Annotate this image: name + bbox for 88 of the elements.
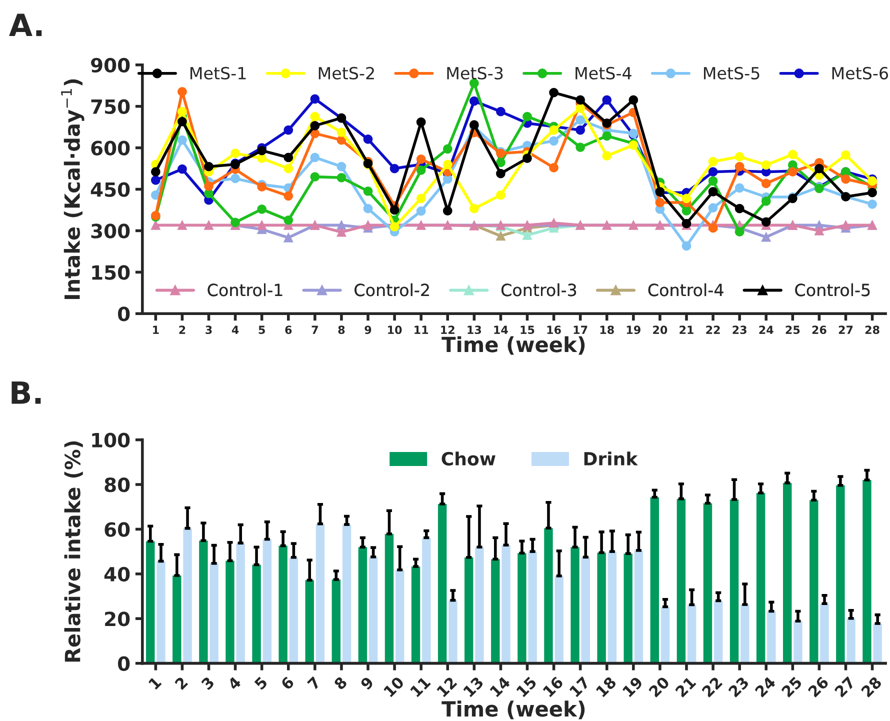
x-tick-label: 2 — [174, 676, 188, 690]
x-tick-label: 2 — [179, 326, 186, 334]
legend-label: MetS-3 — [447, 66, 503, 80]
x-tick-label: 22 — [701, 676, 723, 698]
x-tick-label: 26 — [808, 676, 830, 698]
x-tick-label: 13 — [462, 676, 484, 698]
x-tick-label: 6 — [280, 676, 295, 690]
x-tick-label: 15 — [520, 326, 534, 334]
y-tick-label: 450 — [90, 182, 130, 197]
x-tick-label: 25 — [780, 676, 803, 698]
x-tick-label: 20 — [648, 676, 670, 698]
legend-label: Drink — [584, 452, 638, 466]
x-tick-label: 4 — [232, 326, 239, 334]
x-tick-label: 12 — [436, 676, 458, 698]
text: B. — [12, 381, 41, 404]
x-tick-label: 1 — [148, 676, 162, 690]
y-tick-label: 0 — [118, 306, 130, 322]
x-tick-label: 23 — [732, 326, 746, 334]
x-tick-label: 11 — [410, 676, 431, 698]
x-tick-label: 26 — [812, 326, 826, 334]
legend-label: MetS-5 — [704, 66, 760, 80]
x-tick-label: 14 — [490, 676, 511, 698]
x-tick-label: 17 — [574, 326, 588, 334]
x-tick-label: 1 — [153, 326, 159, 334]
x-tick-label: 19 — [626, 326, 640, 334]
y-tick-label: 80 — [104, 477, 130, 492]
x-tick-label: 24 — [759, 326, 774, 334]
x-tick-label: 9 — [360, 676, 374, 690]
x-tick-label: 8 — [338, 326, 345, 334]
x-tick-label: 17 — [569, 676, 590, 698]
x-tick-label: 23 — [728, 676, 750, 698]
x-axis-title: Time (week) — [442, 336, 585, 355]
legend-label: Control-1 — [208, 283, 282, 296]
x-tick-label: 25 — [786, 326, 800, 334]
legend-label: Control-2 — [354, 283, 429, 296]
x-tick-label: 8 — [333, 676, 348, 690]
x-tick-label: 13 — [468, 326, 482, 334]
x-tick-label: 27 — [834, 676, 856, 698]
x-tick-label: 16 — [547, 326, 561, 334]
x-tick-label: 16 — [542, 676, 564, 698]
legend-label: Control-3 — [501, 283, 576, 296]
x-tick-label: 6 — [285, 326, 292, 334]
y-tick-label: 40 — [104, 566, 130, 582]
x-tick-label: 14 — [494, 326, 508, 334]
x-tick-label: 19 — [622, 676, 644, 698]
x-tick-label: 11 — [414, 326, 428, 334]
x-tick-label: 3 — [200, 676, 215, 690]
x-tick-label: 4 — [227, 676, 242, 690]
y-axis-title: Intake (Kcal·day$^{−1}$) — [61, 79, 84, 300]
x-tick-label: 24 — [754, 676, 776, 698]
x-tick-label: 10 — [383, 676, 405, 698]
legend-label: MetS-6 — [832, 66, 888, 80]
y-tick-label: 300 — [91, 224, 130, 238]
x-tick-label: 7 — [312, 326, 318, 334]
x-tick-label: 21 — [674, 676, 696, 698]
y-tick-label: 20 — [105, 612, 130, 626]
legend-label: MetS-2 — [318, 66, 374, 80]
legend-label: MetS-4 — [576, 66, 632, 80]
y-tick-label: 100 — [92, 432, 130, 448]
y-tick-label: 750 — [91, 99, 130, 114]
x-tick-label: 28 — [865, 326, 880, 334]
legend-label: Control-4 — [648, 283, 724, 296]
x-tick-label: 10 — [388, 326, 402, 334]
x-tick-label: 18 — [596, 676, 617, 698]
x-tick-label: 15 — [516, 676, 538, 698]
y-tick-label: 900 — [91, 58, 130, 73]
x-tick-label: 7 — [306, 676, 321, 690]
x-tick-label: 22 — [706, 326, 720, 334]
x-tick-label: 5 — [254, 676, 268, 690]
legend-label: MetS-1 — [190, 66, 246, 80]
x-tick-label: 21 — [680, 326, 694, 334]
x-tick-label: 27 — [838, 326, 853, 334]
x-tick-label: 9 — [364, 326, 372, 334]
legend-label: Chow — [442, 452, 496, 466]
x-tick-label: 3 — [206, 326, 212, 334]
x-tick-label: 20 — [653, 326, 668, 334]
x-tick-label: 18 — [600, 326, 614, 334]
x-tick-label: 12 — [441, 326, 454, 334]
y-tick-label: 600 — [91, 140, 130, 156]
y-tick-label: 150 — [92, 265, 130, 280]
y-tick-label: 0 — [118, 656, 130, 671]
y-axis-title: Relative intake (%) — [64, 441, 83, 662]
x-tick-label: 5 — [258, 326, 265, 334]
legend-label: Control-5 — [795, 283, 870, 296]
x-axis-title: Time (week) — [442, 700, 585, 720]
x-tick-label: 28 — [860, 676, 882, 698]
text: A. — [9, 14, 42, 36]
y-tick-label: 60 — [104, 522, 130, 537]
